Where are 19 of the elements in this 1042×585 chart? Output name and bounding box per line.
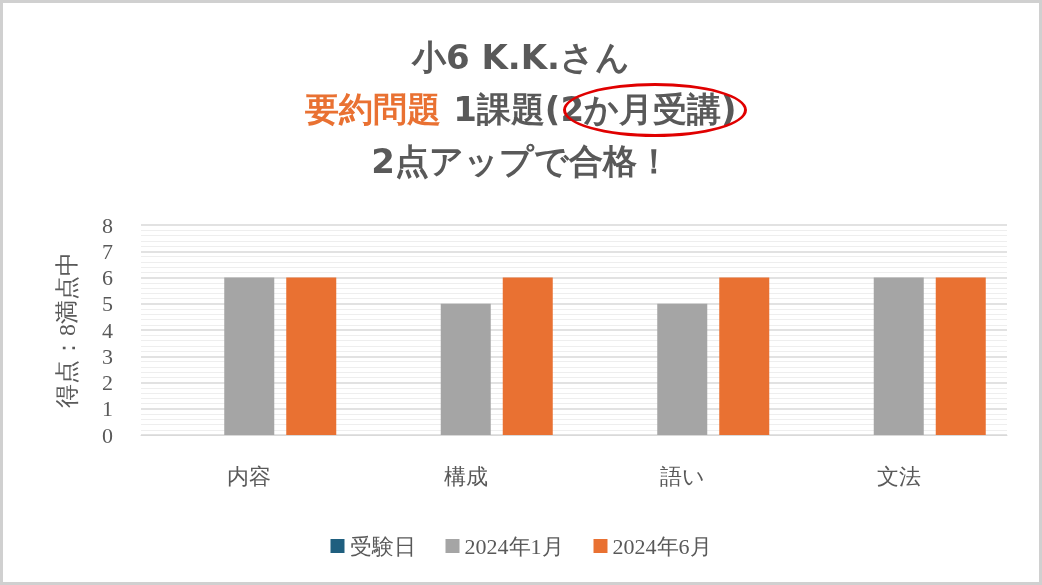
y-tick-label: 7 [102,238,113,264]
y-tick-label: 6 [102,265,113,290]
y-tick-label: 8 [102,212,113,238]
y-tick-label: 3 [102,343,113,369]
chart-title: 小6 K.K.さん [410,36,631,79]
legend-label: 2024年1月 [464,533,564,559]
y-tick-label: 0 [102,422,113,448]
y-axis-title: 得点：8満点中 [54,252,80,408]
text: 2点アップで合格！ [370,140,672,183]
x-tick-label: 構成 [443,463,488,489]
legend-label: 2024年6月 [612,533,712,559]
y-tick-label: 5 [102,291,113,317]
x-tick-label: 語い [659,463,705,489]
y-tick-label: 2 [102,370,113,395]
x-tick-label: 内容 [227,463,272,489]
legend-label: 受験日 [349,533,416,559]
y-tick-label: 1 [102,396,113,422]
x-tick-label: 文法 [876,463,921,489]
y-tick-label: 4 [102,317,113,343]
